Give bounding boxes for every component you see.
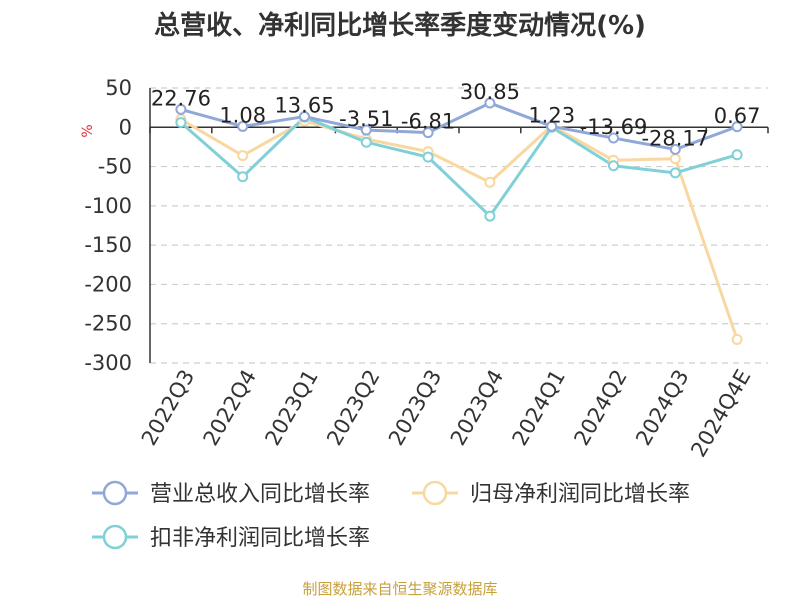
data-point[interactable] bbox=[360, 136, 372, 148]
legend-label: 归母净利润同比增长率 bbox=[470, 482, 690, 507]
data-label: -13.69 bbox=[580, 115, 648, 139]
data-point[interactable] bbox=[731, 149, 743, 161]
data-point[interactable] bbox=[546, 120, 558, 132]
data-point[interactable] bbox=[484, 176, 496, 188]
legend-marker bbox=[422, 480, 448, 506]
series-line bbox=[180, 118, 739, 340]
data-point[interactable] bbox=[237, 171, 249, 183]
legend-item[interactable]: 营业总收入同比增长率 bbox=[92, 480, 370, 507]
x-tick-label: 2024Q1 bbox=[508, 366, 570, 450]
data-point[interactable] bbox=[608, 132, 619, 144]
data-source-note: 制图数据来自恒生聚源数据库 bbox=[302, 580, 497, 598]
legend-marker bbox=[102, 480, 128, 506]
series-points bbox=[175, 97, 743, 345]
x-tick-label: 2022Q3 bbox=[137, 366, 199, 450]
x-tick-label: 2024Q2 bbox=[569, 366, 631, 450]
data-point[interactable] bbox=[669, 143, 681, 155]
y-axis-unit: % bbox=[80, 124, 96, 137]
legend-item[interactable]: 归母净利润同比增长率 bbox=[412, 480, 690, 507]
y-tick-label: -150 bbox=[84, 233, 132, 257]
y-tick-label: -50 bbox=[98, 155, 132, 179]
legend-label: 营业总收入同比增长率 bbox=[150, 482, 370, 507]
legend-item[interactable]: 扣非净利润同比增长率 bbox=[92, 524, 370, 551]
data-label: 13.65 bbox=[274, 94, 334, 118]
series-line bbox=[180, 101, 738, 151]
legend-label: 扣非净利润同比增长率 bbox=[150, 526, 370, 551]
data-label: 0.67 bbox=[714, 104, 761, 128]
y-tick-label: 0 bbox=[119, 115, 132, 139]
y-tick-label: -100 bbox=[84, 194, 132, 218]
data-point[interactable] bbox=[484, 97, 496, 109]
data-label: 1.08 bbox=[219, 103, 266, 127]
y-tick-label: -300 bbox=[84, 351, 132, 375]
series-line bbox=[179, 115, 738, 218]
data-point[interactable] bbox=[360, 124, 372, 136]
x-tick-label: 2023Q4 bbox=[446, 366, 508, 450]
data-label: -28.17 bbox=[641, 126, 709, 150]
data-point[interactable] bbox=[237, 120, 249, 132]
data-point[interactable] bbox=[669, 167, 681, 179]
data-label: -6.81 bbox=[401, 110, 455, 134]
x-tick-label: 2022Q4 bbox=[199, 366, 261, 450]
data-label: 22.76 bbox=[151, 86, 211, 110]
x-tick-label: 2023Q3 bbox=[384, 365, 446, 449]
data-point[interactable] bbox=[175, 117, 187, 129]
y-tick-label: -250 bbox=[84, 312, 132, 336]
data-point[interactable] bbox=[731, 333, 743, 345]
data-label: 30.85 bbox=[460, 80, 520, 104]
x-tick-label: 2024Q3 bbox=[631, 366, 693, 450]
x-tick-label: 2023Q2 bbox=[322, 366, 384, 450]
y-tick-label: -200 bbox=[84, 272, 132, 296]
chart-title: 总营收、净利同比增长率季度变动情况(%) bbox=[154, 10, 646, 41]
data-point[interactable] bbox=[484, 210, 496, 222]
x-tick-label: 2024Q4E bbox=[686, 366, 755, 462]
data-point[interactable] bbox=[422, 151, 434, 163]
data-point[interactable] bbox=[731, 121, 743, 133]
legend-marker bbox=[102, 524, 128, 550]
y-tick-label: 50 bbox=[105, 76, 132, 100]
data-point[interactable] bbox=[669, 153, 681, 165]
x-tick-label: 2023Q1 bbox=[260, 366, 322, 450]
data-label: 1.23 bbox=[528, 103, 575, 127]
data-point[interactable] bbox=[237, 150, 249, 162]
data-label: -3.51 bbox=[339, 107, 393, 131]
data-point[interactable] bbox=[299, 111, 310, 123]
data-point[interactable] bbox=[175, 103, 187, 115]
data-point[interactable] bbox=[608, 160, 619, 172]
data-point[interactable] bbox=[422, 127, 434, 139]
series-lines bbox=[179, 101, 739, 340]
